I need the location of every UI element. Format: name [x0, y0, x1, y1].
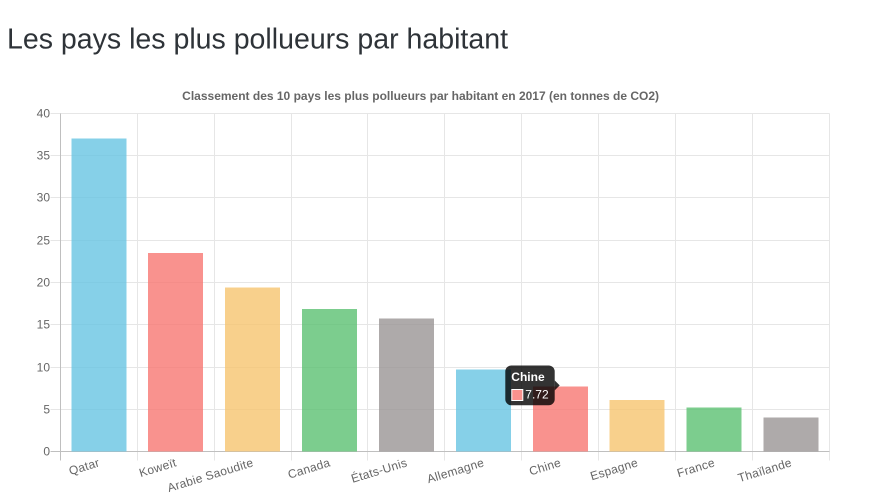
svg-text:7.72: 7.72	[525, 388, 549, 402]
svg-text:Chine: Chine	[511, 370, 545, 384]
svg-text:Les pays les plus pollueurs pa: Les pays les plus pollueurs par habitant	[7, 23, 508, 55]
svg-text:30: 30	[37, 191, 51, 205]
svg-text:40: 40	[37, 107, 51, 121]
svg-text:0: 0	[43, 445, 50, 459]
svg-text:35: 35	[37, 149, 51, 163]
svg-text:Classement des 10 pays les plu: Classement des 10 pays les plus pollueur…	[182, 89, 659, 103]
svg-text:15: 15	[37, 318, 51, 332]
svg-text:10: 10	[37, 361, 51, 375]
svg-text:25: 25	[37, 234, 51, 248]
svg-text:5: 5	[43, 403, 50, 417]
svg-text:20: 20	[37, 276, 51, 290]
